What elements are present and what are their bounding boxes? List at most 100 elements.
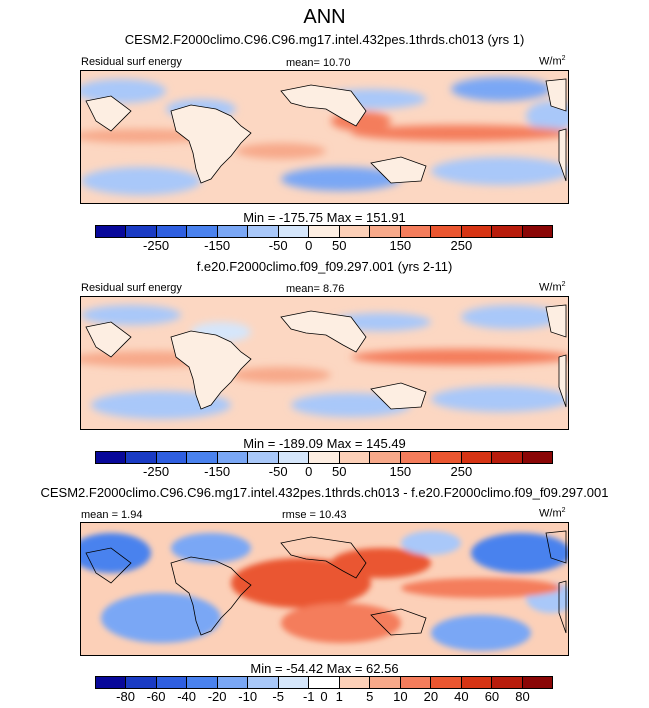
plot-title: ANN xyxy=(303,6,346,28)
colorbar-tick-label: -50 xyxy=(268,464,288,479)
colorbar-3-ticks: -80 -60 -40 -20 -10 -5 -1 0 1 5 10 20 40 60 80 xyxy=(95,689,553,705)
colorbar-tick-label: 150 xyxy=(389,238,412,253)
colorbar-1-ticks: -250 -150 -50 0 50 150 250 xyxy=(95,238,553,254)
colorbar-box xyxy=(309,677,340,688)
colorbar-tick-label: -5 xyxy=(272,689,284,704)
panel-2-units: W/m2 xyxy=(539,281,566,294)
colorbar-box xyxy=(187,452,218,463)
colorbar-tick-label: 0 xyxy=(305,238,313,253)
panel-3-units: W/m2 xyxy=(539,507,566,520)
colorbar-1 xyxy=(95,225,553,238)
colorbar-tick-label: -10 xyxy=(238,689,258,704)
colorbar-box xyxy=(370,452,401,463)
colorbar-tick-label: 50 xyxy=(332,464,347,479)
panel-2-mean-label: mean= 8.76 xyxy=(286,283,345,295)
colorbar-tick-label: 0 xyxy=(305,464,313,479)
colorbar-box xyxy=(522,452,553,463)
colorbar-box xyxy=(461,677,493,688)
colorbar-tick-label: 80 xyxy=(515,689,530,704)
colorbar-box xyxy=(96,226,127,237)
colorbar-tick-label: 20 xyxy=(423,689,439,704)
colorbar-box xyxy=(156,452,188,463)
colorbar-tick-label: -150 xyxy=(204,464,231,479)
colorbar-box xyxy=(217,226,249,237)
colorbar-box xyxy=(96,452,127,463)
colorbar-box xyxy=(339,677,371,688)
colorbar-2-ticks: -250 -150 -50 0 50 150 250 xyxy=(95,464,553,480)
colorbar-tick-label: -20 xyxy=(207,689,227,704)
panel-3-rmse-label: rmse = 10.43 xyxy=(282,509,347,521)
colorbar-box xyxy=(217,677,249,688)
colorbar-box xyxy=(309,452,340,463)
colorbar-box xyxy=(492,226,523,237)
colorbar-box xyxy=(339,226,371,237)
colorbar-tick-label: 250 xyxy=(450,238,473,253)
colorbar-tick-label: 250 xyxy=(450,464,473,479)
colorbar-box xyxy=(156,677,188,688)
panel-1-units: W/m2 xyxy=(539,55,566,68)
colorbar-box xyxy=(156,226,188,237)
panel-3-mean-label: mean = 1.94 xyxy=(81,509,143,521)
panel-2-variable-label: Residual surf energy xyxy=(81,282,182,294)
colorbar-box xyxy=(187,226,218,237)
colorbar-tick-label: 150 xyxy=(389,464,412,479)
colorbar-tick-label: 0 xyxy=(320,689,328,704)
colorbar-box xyxy=(461,452,493,463)
colorbar-tick-label: -150 xyxy=(204,238,231,253)
colorbar-box xyxy=(431,226,462,237)
colorbar-box xyxy=(431,677,462,688)
colorbar-box xyxy=(522,677,553,688)
colorbar-box xyxy=(431,452,462,463)
colorbar-tick-label: 5 xyxy=(366,689,374,704)
panel-3-map-graphic xyxy=(81,523,568,655)
panel-3-map xyxy=(80,522,569,656)
colorbar-box xyxy=(309,226,340,237)
panel-1-map-graphic xyxy=(81,71,568,203)
colorbar-tick-label: -250 xyxy=(143,464,170,479)
panel-3-minmax: Min = -54.42 Max = 62.56 xyxy=(250,661,399,676)
colorbar-tick-label: -80 xyxy=(116,689,135,704)
panel-1-mean-label: mean= 10.70 xyxy=(286,57,351,69)
colorbar-tick-label: -60 xyxy=(146,689,166,704)
colorbar-tick-label: -40 xyxy=(177,689,196,704)
colorbar-box xyxy=(278,677,310,688)
colorbar-tick-label: 1 xyxy=(335,689,343,704)
colorbar-box xyxy=(126,226,157,237)
panel-1-minmax: Min = -175.75 Max = 151.91 xyxy=(243,210,406,225)
colorbar-box xyxy=(370,677,401,688)
panel-3-case-title: CESM2.F2000climo.C96.C96.mg17.intel.432p… xyxy=(40,485,609,500)
colorbar-box xyxy=(492,452,523,463)
panel-1-map xyxy=(80,70,569,204)
colorbar-tick-label: 10 xyxy=(393,689,408,704)
colorbar-box xyxy=(126,677,157,688)
colorbar-box xyxy=(339,452,371,463)
colorbar-box xyxy=(522,226,553,237)
panel-2-minmax: Min = -189.09 Max = 145.49 xyxy=(243,436,406,451)
panel-2-map xyxy=(80,296,569,430)
colorbar-3 xyxy=(95,676,553,689)
colorbar-box xyxy=(248,452,279,463)
colorbar-tick-label: -50 xyxy=(268,238,288,253)
colorbar-box xyxy=(278,226,310,237)
colorbar-box xyxy=(400,226,432,237)
panel-1-variable-label: Residual surf energy xyxy=(81,56,182,68)
colorbar-box xyxy=(248,226,279,237)
colorbar-box xyxy=(187,677,218,688)
colorbar-box xyxy=(461,226,493,237)
colorbar-tick-label: 60 xyxy=(484,689,500,704)
panel-2-map-graphic xyxy=(81,297,568,429)
colorbar-tick-label: -250 xyxy=(143,238,170,253)
colorbar-2 xyxy=(95,451,553,464)
colorbar-box xyxy=(217,452,249,463)
colorbar-tick-label: 40 xyxy=(454,689,469,704)
colorbar-box xyxy=(492,677,523,688)
panel-1-case-title: CESM2.F2000climo.C96.C96.mg17.intel.432p… xyxy=(124,32,525,47)
panel-2-case-title: f.e20.F2000climo.f09_f09.297.001 (yrs 2-… xyxy=(196,259,453,274)
colorbar-box xyxy=(248,677,279,688)
colorbar-tick-label: 50 xyxy=(332,238,347,253)
colorbar-box xyxy=(126,452,157,463)
colorbar-box xyxy=(400,452,432,463)
colorbar-box xyxy=(370,226,401,237)
colorbar-box xyxy=(96,677,127,688)
colorbar-box xyxy=(400,677,432,688)
